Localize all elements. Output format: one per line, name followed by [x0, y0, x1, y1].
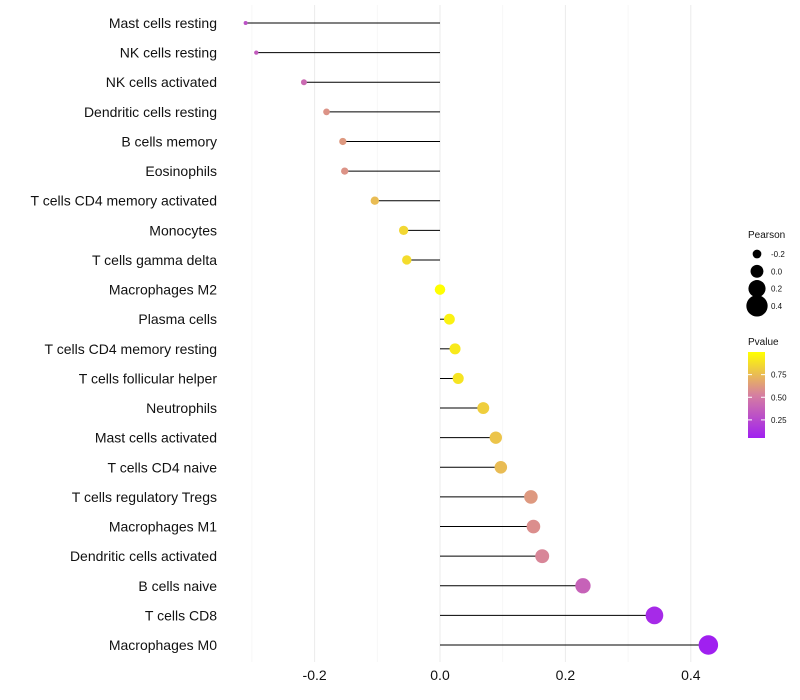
category-label: Macrophages M0 [109, 637, 217, 653]
size-legend: Pearson -0.2 0.0 0.2 0.4 [746, 230, 785, 317]
category-label: B cells naive [138, 578, 217, 594]
x-tick-label: 0.2 [556, 667, 576, 683]
lollipop-point [524, 490, 538, 504]
x-tick-label: 0.0 [430, 667, 450, 683]
lollipop-point [398, 225, 409, 235]
category-label: NK cells resting [120, 45, 217, 61]
category-label: Mast cells resting [109, 15, 217, 31]
lollipop-point [535, 549, 550, 564]
size-legend-key [746, 295, 768, 317]
lollipop-point [443, 313, 455, 325]
x-tick-label: -0.2 [303, 667, 327, 683]
lollipop-point [300, 79, 307, 86]
x-axis-ticks: -0.2 0.0 0.2 0.4 [303, 667, 701, 683]
category-label: T cells CD8 [145, 607, 217, 623]
grid-lines [251, 5, 692, 662]
category-label: Mast cells activated [95, 430, 217, 446]
size-legend-title: Pearson [748, 230, 785, 241]
lollipop-point [575, 578, 591, 594]
category-label: Eosinophils [145, 163, 217, 179]
size-legend-key [748, 280, 766, 298]
color-legend-label: 0.25 [771, 416, 787, 425]
category-label: Dendritic cells activated [70, 548, 217, 564]
lollipop-point [323, 108, 330, 116]
category-labels: Mast cells resting NK cells resting NK cel… [31, 15, 218, 653]
lollipop-point [243, 21, 248, 25]
category-label: B cells memory [121, 133, 217, 149]
color-legend-label: 0.50 [771, 393, 787, 402]
lollipop-point [402, 255, 412, 265]
category-label: Macrophages M1 [109, 519, 217, 535]
lollipop-point [341, 167, 349, 175]
size-legend-label: 0.4 [771, 302, 783, 311]
color-legend-title: Pvalue [748, 337, 779, 348]
category-label: Dendritic cells resting [84, 104, 217, 120]
lollipop-point [489, 431, 502, 444]
category-label: Plasma cells [138, 311, 217, 327]
lollipop-point [434, 284, 446, 295]
category-label: T cells gamma delta [92, 252, 217, 268]
category-label: T cells follicular helper [79, 370, 218, 386]
category-label: T cells regulatory Tregs [72, 489, 217, 505]
lollipop-point [339, 137, 347, 146]
lollipop-point [645, 606, 664, 625]
lollipop-point [449, 343, 461, 355]
lollipop-points [243, 21, 719, 655]
lollipop-point [494, 461, 508, 474]
category-label: Monocytes [149, 222, 217, 238]
lollipop-point [254, 50, 259, 55]
color-legend-bar [748, 352, 765, 438]
size-legend-key [752, 249, 762, 259]
category-label: T cells CD4 memory resting [45, 341, 217, 357]
category-label: Neutrophils [146, 400, 217, 416]
size-legend-label: -0.2 [771, 250, 785, 259]
color-legend: Pvalue 0.75 0.50 0.25 [748, 337, 787, 438]
lollipop-stems [245, 22, 709, 646]
category-label: T cells CD4 memory activated [31, 193, 217, 209]
lollipop-point [370, 196, 379, 205]
size-legend-label: 0.0 [771, 267, 783, 276]
lollipop-point [477, 402, 490, 415]
category-label: Macrophages M2 [109, 282, 217, 298]
size-legend-key [750, 264, 764, 278]
lollipop-point [526, 519, 541, 534]
lollipop-point [698, 635, 719, 655]
category-label: T cells CD4 naive [108, 459, 218, 475]
x-tick-label: 0.4 [681, 667, 701, 683]
category-label: NK cells activated [106, 74, 217, 90]
size-legend-label: 0.2 [771, 285, 783, 294]
color-legend-label: 0.75 [771, 371, 787, 380]
lollipop-point [452, 372, 464, 384]
